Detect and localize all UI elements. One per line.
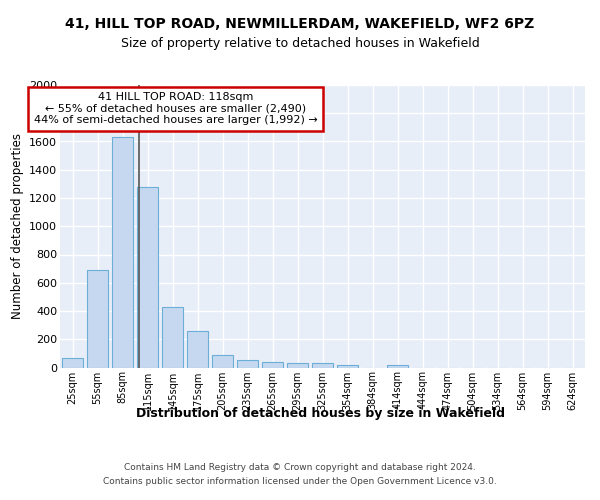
Text: 41, HILL TOP ROAD, NEWMILLERDAM, WAKEFIELD, WF2 6PZ: 41, HILL TOP ROAD, NEWMILLERDAM, WAKEFIE… <box>65 18 535 32</box>
Text: Contains HM Land Registry data © Crown copyright and database right 2024.: Contains HM Land Registry data © Crown c… <box>124 462 476 471</box>
Bar <box>112 138 133 368</box>
Text: Distribution of detached houses by size in Wakefield: Distribution of detached houses by size … <box>137 408 505 420</box>
Bar <box>337 366 358 368</box>
Text: 41 HILL TOP ROAD: 118sqm
← 55% of detached houses are smaller (2,490)
44% of sem: 41 HILL TOP ROAD: 118sqm ← 55% of detach… <box>34 92 317 126</box>
Bar <box>162 307 183 368</box>
Bar <box>312 364 333 368</box>
Bar <box>137 186 158 368</box>
Bar <box>187 332 208 368</box>
Bar <box>262 362 283 368</box>
Bar <box>87 270 108 368</box>
Bar <box>62 358 83 368</box>
Bar <box>237 360 258 368</box>
Bar <box>387 364 408 368</box>
Text: Size of property relative to detached houses in Wakefield: Size of property relative to detached ho… <box>121 38 479 51</box>
Bar <box>287 364 308 368</box>
Bar <box>212 355 233 368</box>
Y-axis label: Number of detached properties: Number of detached properties <box>11 133 23 320</box>
Text: Contains public sector information licensed under the Open Government Licence v3: Contains public sector information licen… <box>103 478 497 486</box>
